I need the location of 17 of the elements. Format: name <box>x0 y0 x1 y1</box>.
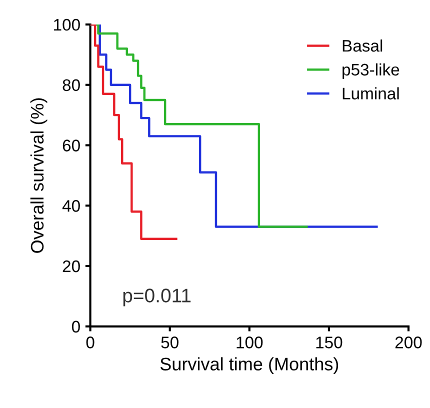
y-tick-label: 100 <box>54 18 80 31</box>
y-tick-label: 0 <box>72 320 80 333</box>
x-tick-label: 0 <box>86 336 94 348</box>
x-axis-title: Survival time (Months) <box>160 357 338 374</box>
legend-label: p53-like <box>342 63 400 79</box>
x-tick-label: 100 <box>236 336 263 348</box>
y-tick-label: 60 <box>62 140 80 152</box>
y-axis-title: Overall survival (%) <box>30 98 48 253</box>
legend-label: Luminal <box>342 87 399 100</box>
x-tick-label: 50 <box>161 336 178 348</box>
x-tick-label: 150 <box>316 336 342 348</box>
y-tick-label: 40 <box>62 200 80 212</box>
legend-label: Basal <box>342 39 382 52</box>
y-tick-label: 80 <box>62 79 80 92</box>
y-tick-label: 20 <box>62 260 80 272</box>
annotation: p=0.011 <box>123 288 191 306</box>
x-tick-label: 200 <box>395 336 422 348</box>
